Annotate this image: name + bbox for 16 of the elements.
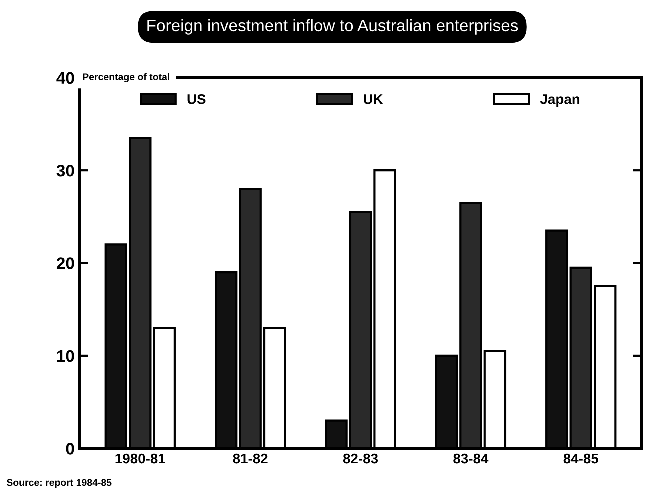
y-tick-label: 10 — [57, 350, 74, 362]
x-tick-label: 1980-81 — [116, 454, 166, 464]
y-tick-label: 0 — [66, 443, 74, 455]
legend-label: Japan — [540, 94, 580, 108]
x-tick-label: 82-83 — [343, 454, 378, 464]
y-axis-title: Percentage of total — [83, 73, 170, 82]
x-tick-label: 84-85 — [564, 454, 598, 464]
y-tick-label: 40 — [56, 72, 74, 84]
source-note: Source: report 1984-85 — [6, 479, 112, 488]
legend-label: UK — [364, 94, 384, 104]
y-tick-label: 20 — [56, 258, 74, 270]
x-tick-label: 81-82 — [233, 454, 268, 464]
x-tick-label: 83-84 — [454, 454, 489, 464]
chart-title: Foreign investment inflow to Australian enterprises — [148, 19, 518, 35]
legend-label: US — [188, 94, 206, 104]
y-tick-label: 30 — [56, 164, 74, 177]
